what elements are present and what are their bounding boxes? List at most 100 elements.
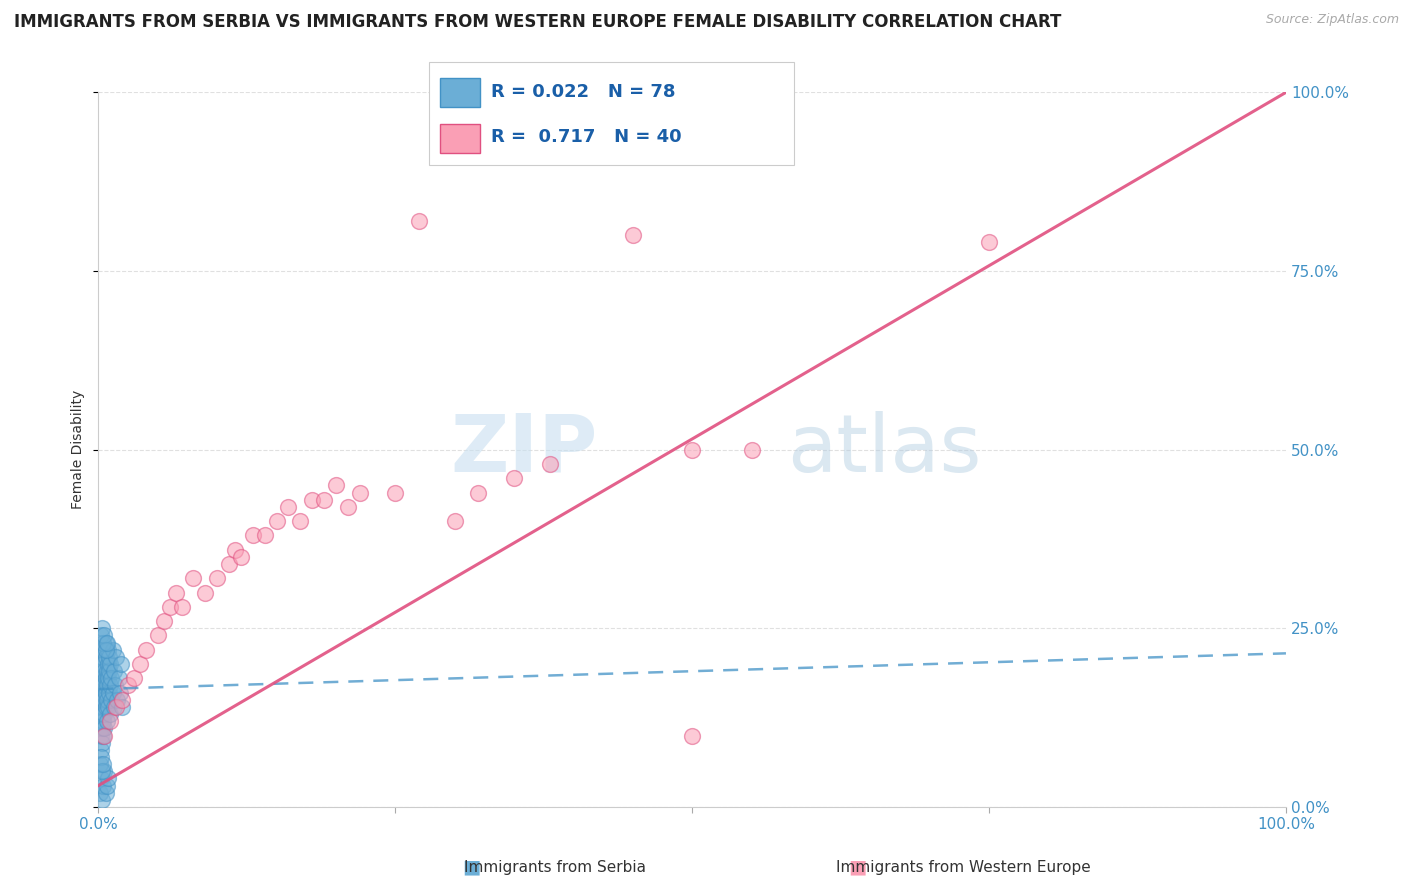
Point bbox=[93, 764, 115, 779]
Point bbox=[91, 714, 114, 729]
Point bbox=[91, 642, 114, 657]
Point bbox=[218, 557, 240, 571]
Point bbox=[384, 485, 406, 500]
Point bbox=[89, 642, 111, 657]
Point bbox=[96, 664, 118, 678]
Point bbox=[103, 700, 125, 714]
Point bbox=[90, 664, 112, 678]
Point bbox=[93, 664, 115, 678]
Point bbox=[349, 485, 371, 500]
Text: Source: ZipAtlas.com: Source: ZipAtlas.com bbox=[1265, 13, 1399, 27]
Point bbox=[91, 707, 114, 722]
Point bbox=[277, 500, 299, 514]
Point bbox=[94, 649, 117, 664]
Text: Immigrants from Western Europe: Immigrants from Western Europe bbox=[835, 860, 1091, 874]
Point bbox=[91, 649, 114, 664]
Point bbox=[224, 542, 246, 557]
Point bbox=[266, 514, 288, 528]
Point bbox=[98, 657, 121, 671]
Point bbox=[97, 671, 120, 685]
Point bbox=[205, 571, 228, 585]
Point bbox=[98, 678, 121, 692]
Point bbox=[159, 599, 181, 614]
Point bbox=[94, 635, 117, 649]
Point bbox=[100, 671, 122, 685]
Point bbox=[91, 757, 114, 772]
Point bbox=[100, 693, 122, 707]
Point bbox=[90, 700, 112, 714]
Point bbox=[90, 729, 112, 743]
Point bbox=[93, 707, 115, 722]
Point bbox=[93, 693, 115, 707]
Point bbox=[621, 228, 644, 243]
Point bbox=[90, 743, 112, 757]
Point bbox=[101, 686, 124, 700]
Point bbox=[91, 722, 114, 736]
Text: R = 0.022   N = 78: R = 0.022 N = 78 bbox=[491, 83, 675, 101]
Point bbox=[94, 686, 117, 700]
Point bbox=[91, 693, 114, 707]
Point bbox=[96, 635, 118, 649]
Point bbox=[117, 678, 139, 692]
Point bbox=[408, 214, 430, 228]
Point bbox=[90, 686, 112, 700]
Point bbox=[90, 750, 112, 764]
Point bbox=[96, 693, 118, 707]
Point bbox=[467, 485, 489, 500]
Point bbox=[443, 514, 465, 528]
Point bbox=[107, 693, 129, 707]
Point bbox=[97, 642, 120, 657]
Point bbox=[90, 657, 112, 671]
Point bbox=[253, 528, 276, 542]
Point bbox=[91, 700, 114, 714]
Text: ■: ■ bbox=[461, 857, 481, 877]
Point bbox=[105, 700, 128, 714]
Point bbox=[165, 585, 187, 599]
Point bbox=[97, 772, 120, 786]
Point bbox=[91, 671, 114, 685]
FancyBboxPatch shape bbox=[429, 62, 794, 165]
Point bbox=[111, 693, 134, 707]
Point bbox=[89, 693, 111, 707]
Point bbox=[170, 599, 193, 614]
Point bbox=[110, 657, 132, 671]
Point bbox=[105, 649, 128, 664]
Point bbox=[94, 671, 117, 685]
Point bbox=[94, 700, 117, 714]
Point bbox=[312, 492, 335, 507]
Point bbox=[89, 757, 111, 772]
Point bbox=[94, 642, 117, 657]
Point bbox=[98, 707, 121, 722]
Point bbox=[108, 686, 131, 700]
Point bbox=[96, 678, 118, 692]
Point bbox=[91, 657, 114, 671]
Point bbox=[301, 492, 323, 507]
Point bbox=[977, 235, 1000, 250]
Point bbox=[93, 722, 115, 736]
Point bbox=[503, 471, 526, 485]
Point bbox=[91, 686, 114, 700]
Point bbox=[229, 549, 252, 564]
Point bbox=[98, 649, 121, 664]
Point bbox=[96, 714, 118, 729]
Bar bbox=[440, 78, 479, 106]
Point bbox=[91, 729, 114, 743]
Point bbox=[91, 635, 114, 649]
Point bbox=[97, 657, 120, 671]
Point bbox=[146, 628, 169, 642]
Point bbox=[242, 528, 264, 542]
Point bbox=[91, 793, 114, 807]
Point bbox=[538, 457, 561, 471]
Point bbox=[122, 671, 145, 685]
Y-axis label: Female Disability: Female Disability bbox=[72, 390, 86, 509]
Point bbox=[89, 786, 111, 800]
Text: ■: ■ bbox=[848, 857, 868, 877]
Point bbox=[101, 642, 124, 657]
Point bbox=[741, 442, 763, 457]
Point bbox=[89, 671, 111, 685]
Bar bbox=[440, 124, 479, 153]
Point bbox=[90, 772, 112, 786]
Point bbox=[325, 478, 347, 492]
Point bbox=[681, 729, 703, 743]
Point bbox=[90, 628, 112, 642]
